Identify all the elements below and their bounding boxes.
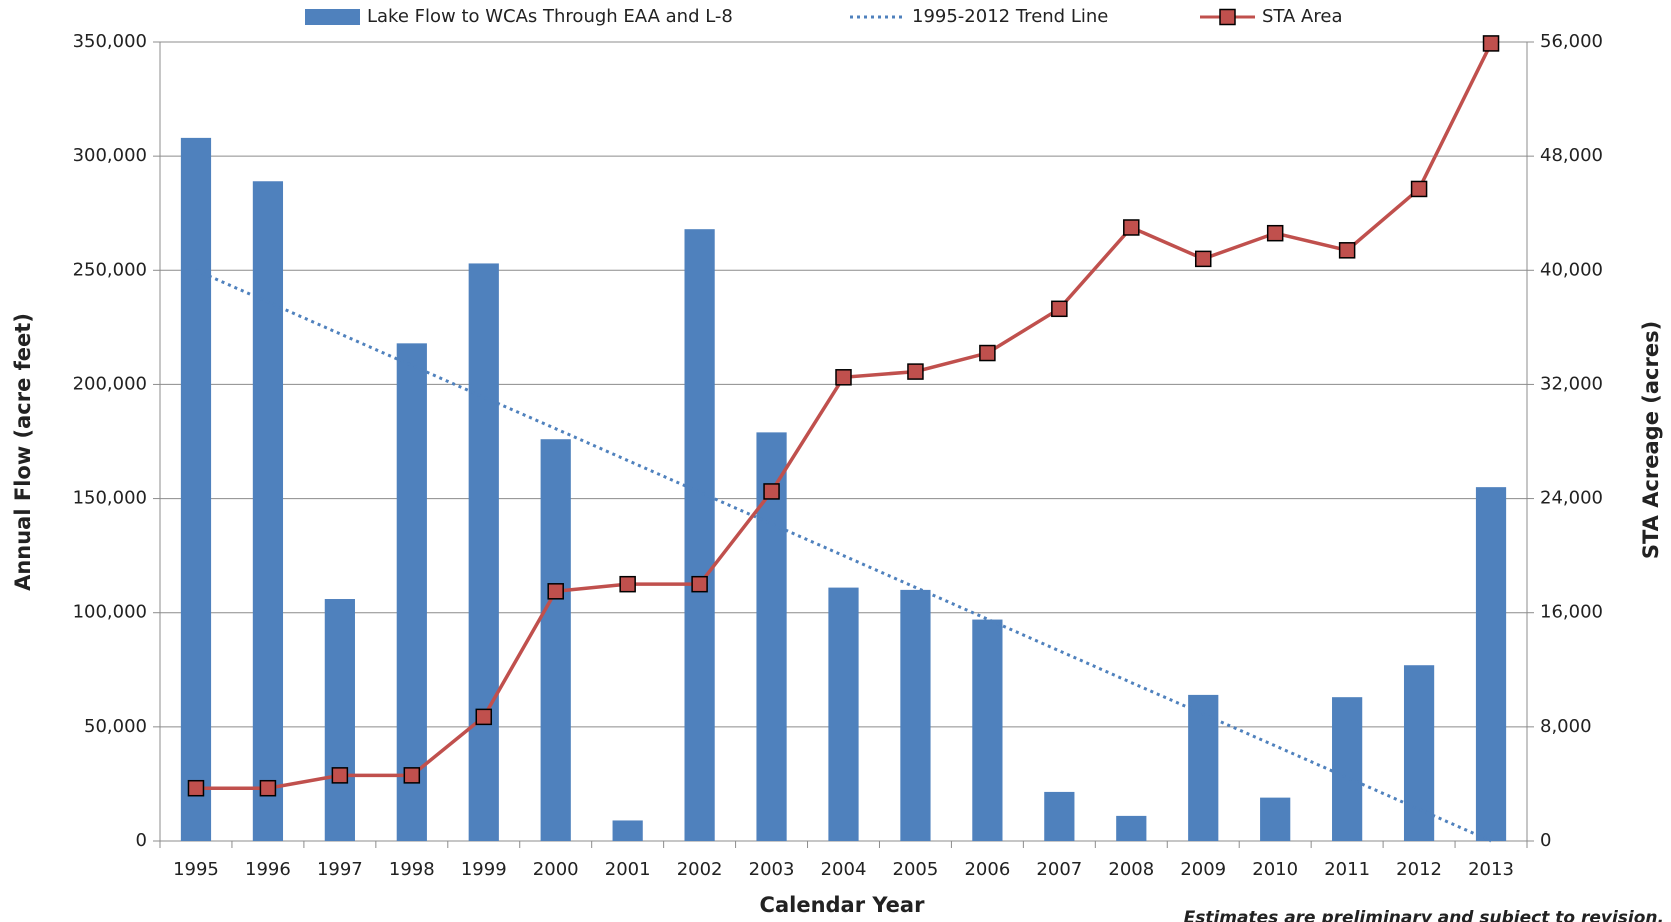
- bar: [900, 589, 931, 841]
- marker: [619, 575, 636, 593]
- y2-tick-label: 8,000: [1540, 716, 1592, 737]
- bar: [1403, 665, 1435, 841]
- y2-tick-label: 32,000: [1540, 373, 1603, 394]
- marker: [1266, 224, 1284, 242]
- x-tick-label: 2005: [893, 859, 939, 880]
- bar: [1332, 697, 1363, 841]
- x-tick-label: 2012: [1396, 859, 1442, 880]
- bar: [1116, 815, 1147, 841]
- x-tick-label: 1995: [173, 859, 219, 880]
- y2-tick-label: 24,000: [1540, 488, 1603, 509]
- marker: [475, 708, 493, 726]
- y-tick-label: 0: [136, 830, 147, 851]
- bar: [756, 432, 787, 841]
- x-tick-label: 2001: [605, 859, 651, 880]
- marker: [1194, 250, 1212, 268]
- x-tick-label: 1999: [461, 859, 507, 880]
- legend-marker: [1219, 8, 1236, 26]
- y-tick-label: 50,000: [84, 716, 147, 737]
- bar: [1044, 791, 1075, 841]
- x-tick-label: 2009: [1180, 859, 1226, 880]
- bar: [540, 439, 571, 841]
- y2-tick-label: 40,000: [1540, 259, 1603, 280]
- bar: [252, 181, 284, 842]
- marker: [547, 583, 564, 600]
- marker: [259, 779, 277, 797]
- bar: [180, 137, 212, 841]
- x-tick-label: 2007: [1036, 859, 1082, 880]
- bar: [684, 229, 715, 842]
- y2-tick-label: 16,000: [1540, 602, 1603, 623]
- marker: [1410, 180, 1428, 198]
- y-tick-label: 300,000: [73, 145, 147, 166]
- bar: [972, 619, 1003, 841]
- marker: [907, 363, 924, 380]
- marker: [187, 779, 205, 797]
- marker: [1051, 300, 1068, 318]
- bar: [1475, 487, 1507, 841]
- x-tick-label: 2006: [964, 859, 1010, 880]
- y-axis-title: Annual Flow (acre feet): [11, 313, 35, 591]
- marker: [763, 483, 780, 500]
- marker: [979, 344, 996, 362]
- marker: [331, 767, 349, 784]
- marker: [1123, 219, 1140, 236]
- y2-axis-title: STA Acreage (acres): [1639, 321, 1663, 559]
- x-tick-label: 2000: [533, 859, 579, 880]
- y2-tick-label: 56,000: [1540, 31, 1603, 52]
- marker: [835, 369, 852, 386]
- y-tick-label: 100,000: [73, 602, 147, 623]
- bar: [612, 820, 643, 841]
- x-tick-label: 2004: [821, 859, 867, 880]
- marker: [691, 575, 708, 593]
- marker: [1338, 242, 1356, 259]
- bar: [324, 599, 355, 841]
- x-axis-title: Calendar Year: [760, 893, 926, 917]
- bar: [1260, 797, 1291, 841]
- y-tick-label: 200,000: [73, 373, 147, 394]
- x-tick-label: 2008: [1108, 859, 1154, 880]
- y-tick-label: 250,000: [73, 259, 147, 280]
- y2-tick-label: 0: [1540, 830, 1551, 851]
- legend-label: 1995-2012 Trend Line: [912, 6, 1108, 27]
- legend-label: STA Area: [1262, 6, 1342, 27]
- annotation: Estimates are preliminary and subject to…: [1184, 908, 1664, 922]
- x-tick-label: 1996: [245, 859, 291, 880]
- x-tick-label: 2010: [1252, 859, 1298, 880]
- bar: [1188, 694, 1219, 841]
- trend-line: [195, 268, 1492, 843]
- x-tick-label: 1997: [317, 859, 363, 880]
- x-tick-label: 2003: [749, 859, 795, 880]
- x-tick-label: 2011: [1324, 859, 1370, 880]
- y2-tick-label: 48,000: [1540, 145, 1603, 166]
- marker: [403, 767, 421, 784]
- legend-swatch: [305, 9, 360, 25]
- marker: [1482, 35, 1500, 52]
- y-tick-label: 350,000: [73, 31, 147, 52]
- y-tick-label: 150,000: [73, 488, 147, 509]
- x-tick-label: 1998: [389, 859, 435, 880]
- bar: [396, 343, 427, 841]
- legend-label: Lake Flow to WCAs Through EAA and L-8: [367, 6, 733, 27]
- x-tick-label: 2002: [677, 859, 723, 880]
- bar: [828, 587, 859, 841]
- x-tick-label: 2013: [1468, 859, 1514, 880]
- bar: [468, 263, 499, 841]
